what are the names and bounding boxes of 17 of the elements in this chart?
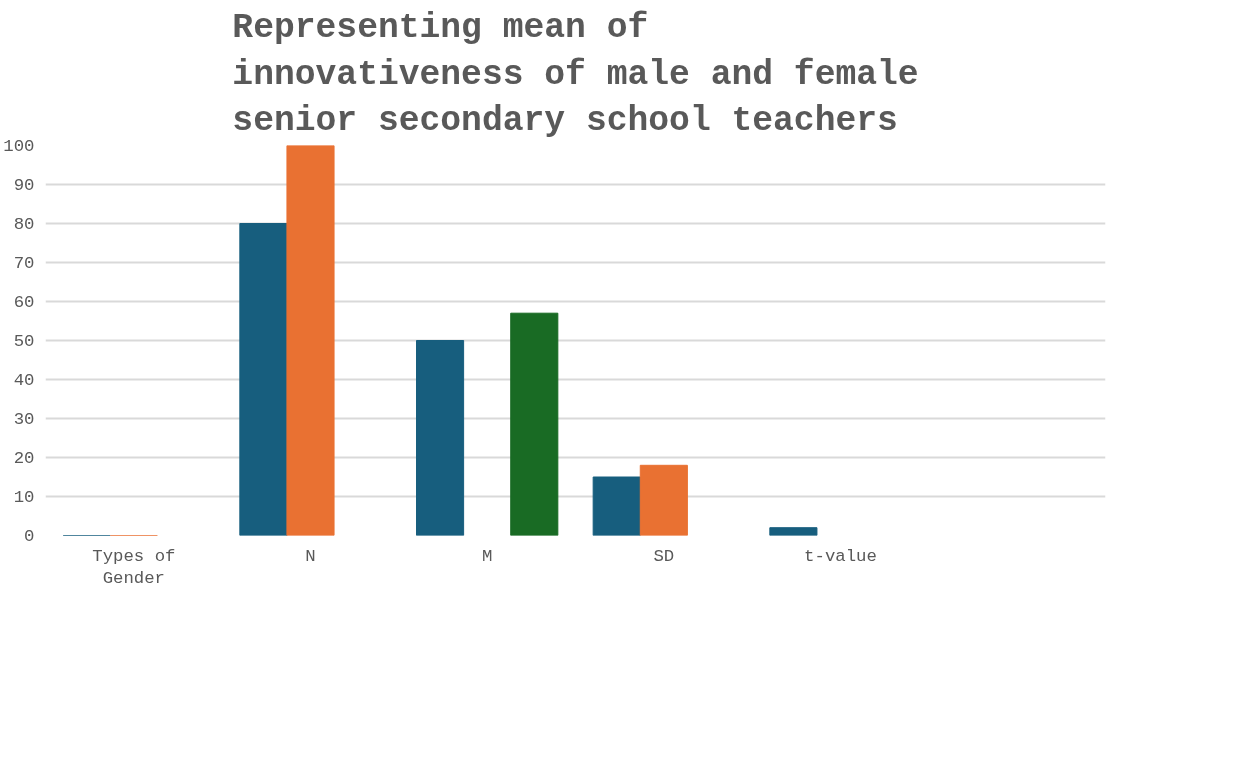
- x-tick-label: t-value: [804, 546, 877, 566]
- y-tick-label: 0: [24, 527, 35, 546]
- y-tick-label: 50: [13, 332, 35, 351]
- y-tick-label: 90: [13, 176, 35, 195]
- chart-title: Representing mean of innovativeness of male and female senior secondary school teachers: [232, 7, 919, 141]
- y-tick-label: 80: [13, 215, 35, 234]
- y-tick-label: 10: [13, 488, 35, 507]
- x-tick-label: Types of Gender: [92, 546, 176, 589]
- y-tick-label: 70: [13, 254, 35, 273]
- x-tick-label: M: [481, 546, 493, 566]
- y-tick-label: 20: [13, 449, 35, 468]
- y-tick-label: 40: [13, 371, 35, 390]
- y-tick-label: 60: [13, 293, 35, 312]
- y-tick-label: 30: [13, 410, 35, 429]
- x-tick-label: SD: [653, 546, 675, 566]
- y-tick-label: 100: [3, 137, 35, 156]
- x-tick-label: N: [305, 546, 316, 566]
